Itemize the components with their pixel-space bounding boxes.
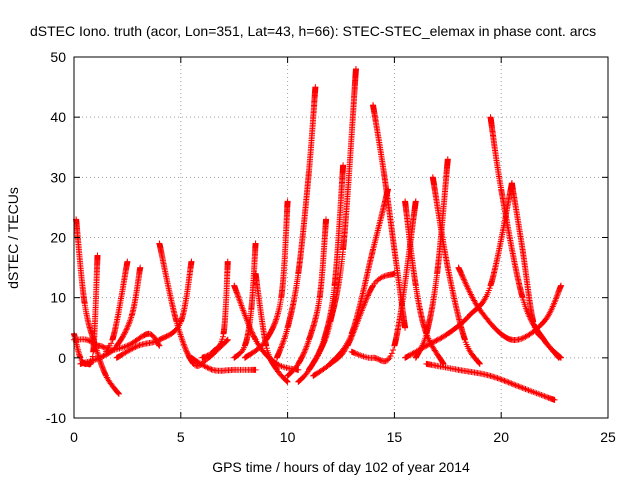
x-tick-label: 25 bbox=[600, 429, 616, 445]
series-arc17 bbox=[306, 66, 359, 373]
data-points-plus bbox=[231, 240, 259, 361]
series-arc04 bbox=[77, 264, 144, 367]
x-axis-label: GPS time / hours of day 102 of year 2014 bbox=[212, 459, 470, 475]
data-points-plus bbox=[412, 156, 451, 361]
data-points-plus bbox=[241, 198, 291, 361]
x-tick-label: 15 bbox=[387, 429, 403, 445]
x-tick-label: 10 bbox=[280, 429, 296, 445]
y-tick-label: 40 bbox=[50, 109, 66, 125]
series-arc13 bbox=[241, 198, 291, 361]
series-arc14 bbox=[273, 84, 319, 361]
grid bbox=[74, 57, 608, 418]
x-tick-label: 20 bbox=[493, 429, 509, 445]
data-points-plus bbox=[199, 258, 231, 361]
series-arc19 bbox=[310, 270, 398, 379]
series-arc24 bbox=[412, 156, 451, 361]
data-points bbox=[71, 66, 564, 403]
data-points-plus bbox=[273, 84, 319, 361]
y-tick-label: 0 bbox=[58, 350, 66, 366]
y-axis-label: dSTEC / TECUs bbox=[5, 187, 21, 289]
series-arc29 bbox=[455, 264, 564, 343]
series-arc15 bbox=[284, 216, 329, 379]
data-points-plus bbox=[77, 264, 144, 367]
data-points-plus bbox=[310, 270, 398, 379]
x-tick-label: 0 bbox=[70, 429, 78, 445]
x-tick-label: 5 bbox=[177, 429, 185, 445]
chart-title: dSTEC Iono. truth (acor, Lon=351, Lat=43… bbox=[30, 23, 596, 39]
data-points-plus bbox=[306, 66, 359, 373]
series-arc09 bbox=[199, 258, 231, 361]
data-points-plus bbox=[455, 264, 564, 343]
data-points-plus bbox=[113, 258, 195, 361]
series-arc11 bbox=[231, 240, 259, 361]
y-tick-label: 50 bbox=[50, 49, 66, 65]
series-arc07 bbox=[113, 258, 195, 361]
data-points-plus bbox=[188, 354, 259, 374]
data-points-plus bbox=[423, 360, 558, 403]
ticks bbox=[73, 56, 609, 419]
series-arc08 bbox=[188, 354, 259, 374]
y-tick-label: 20 bbox=[50, 230, 66, 246]
y-tick-label: 30 bbox=[50, 169, 66, 185]
y-tick-label: -10 bbox=[46, 410, 66, 426]
series-arc28 bbox=[423, 360, 558, 403]
data-points-plus bbox=[284, 216, 329, 379]
y-tick-label: 10 bbox=[50, 290, 66, 306]
